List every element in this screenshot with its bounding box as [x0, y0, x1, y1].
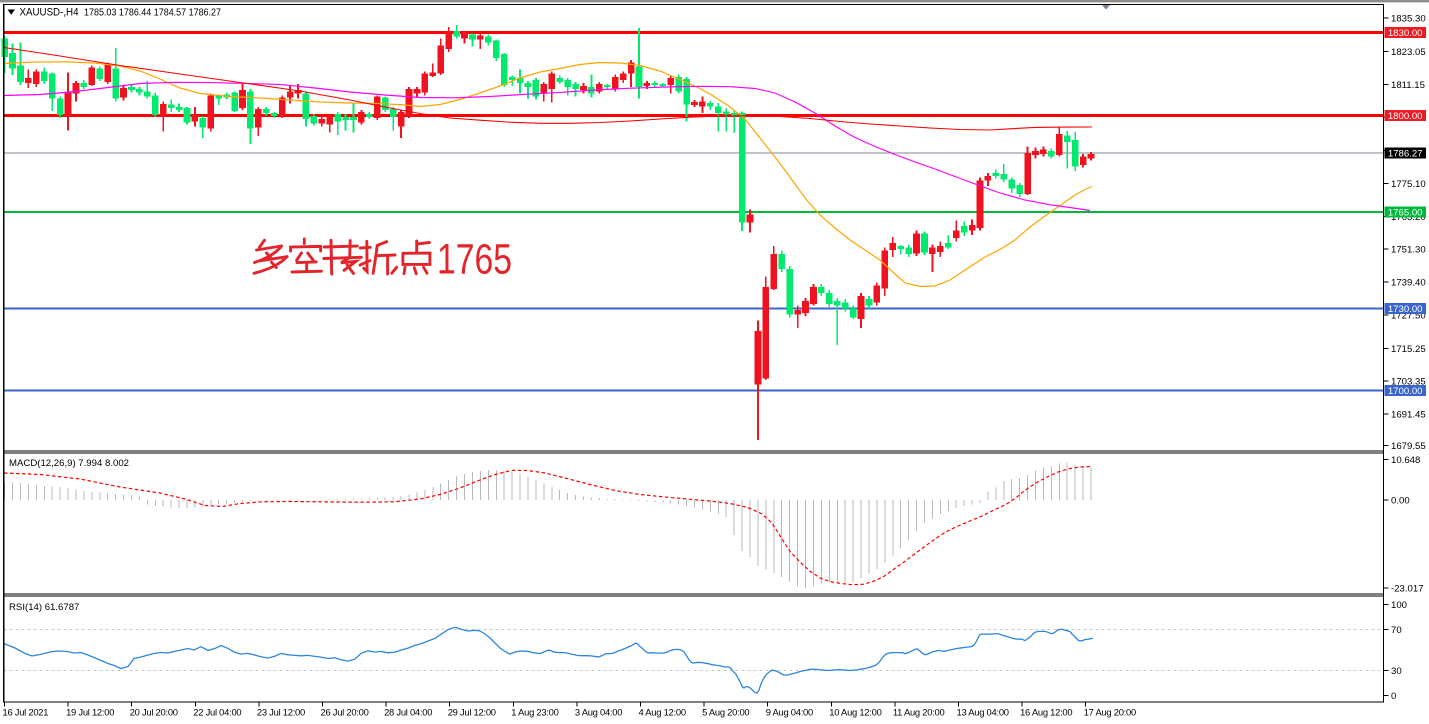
svg-text:20 Jul 20:00: 20 Jul 20:00	[130, 707, 178, 718]
svg-text:26 Jul 20:00: 26 Jul 20:00	[321, 707, 369, 718]
svg-text:28 Jul 04:00: 28 Jul 04:00	[384, 707, 432, 718]
svg-text:22 Jul 04:00: 22 Jul 04:00	[193, 707, 241, 718]
svg-text:1835.30: 1835.30	[1391, 13, 1426, 24]
svg-text:1 Aug 23:00: 1 Aug 23:00	[511, 707, 558, 718]
svg-text:1691.45: 1691.45	[1391, 410, 1426, 421]
svg-text:1679.55: 1679.55	[1391, 441, 1426, 452]
svg-text:1786.27: 1786.27	[1388, 149, 1423, 160]
svg-text:1765.00: 1765.00	[1388, 208, 1423, 219]
svg-text:13 Aug 04:00: 13 Aug 04:00	[957, 707, 1009, 718]
svg-text:4 Aug 12:00: 4 Aug 12:00	[639, 707, 686, 718]
svg-text:11 Aug 20:00: 11 Aug 20:00	[893, 707, 945, 718]
svg-text:100: 100	[1391, 600, 1407, 611]
svg-text:-23.017: -23.017	[1391, 584, 1424, 595]
svg-text:1727.50: 1727.50	[1391, 310, 1426, 321]
svg-text:9 Aug 04:00: 9 Aug 04:00	[766, 707, 813, 718]
svg-text:1800.00: 1800.00	[1388, 111, 1423, 122]
svg-text:0: 0	[1391, 691, 1396, 702]
svg-text:16 Jul 2021: 16 Jul 2021	[3, 707, 49, 718]
svg-text:1765: 1765	[437, 236, 512, 284]
svg-text:MACD(12,26,9) 7.994 8.002: MACD(12,26,9) 7.994 8.002	[9, 458, 129, 469]
svg-text:RSI(14) 61.6787: RSI(14) 61.6787	[9, 602, 79, 613]
svg-text:23 Jul 12:00: 23 Jul 12:00	[257, 707, 305, 718]
svg-text:70: 70	[1391, 625, 1402, 636]
svg-text:1785.03 1786.44 1784.57 1786.2: 1785.03 1786.44 1784.57 1786.27	[84, 8, 221, 19]
svg-text:0.00: 0.00	[1391, 496, 1410, 507]
svg-text:1811.15: 1811.15	[1391, 80, 1425, 91]
svg-text:17 Aug 20:00: 17 Aug 20:00	[1084, 707, 1136, 718]
svg-text:5 Aug 20:00: 5 Aug 20:00	[702, 707, 749, 718]
svg-text:10 Aug 12:00: 10 Aug 12:00	[829, 707, 881, 718]
svg-text:1715.25: 1715.25	[1391, 344, 1426, 355]
svg-text:29 Jul 12:00: 29 Jul 12:00	[448, 707, 496, 718]
svg-text:30: 30	[1391, 666, 1402, 677]
svg-text:1751.30: 1751.30	[1391, 245, 1426, 256]
svg-text:19 Jul 12:00: 19 Jul 12:00	[66, 707, 114, 718]
svg-text:1830.00: 1830.00	[1388, 28, 1423, 39]
svg-text:10.648: 10.648	[1391, 455, 1420, 466]
svg-text:1730.00: 1730.00	[1388, 304, 1423, 315]
svg-text:1703.35: 1703.35	[1391, 377, 1426, 388]
svg-text:1775.10: 1775.10	[1391, 179, 1426, 190]
svg-text:1823.05: 1823.05	[1391, 47, 1426, 58]
svg-text:3 Aug 04:00: 3 Aug 04:00	[575, 707, 622, 718]
svg-text:XAUUSD-,H4: XAUUSD-,H4	[20, 7, 79, 19]
svg-text:1700.00: 1700.00	[1388, 386, 1423, 397]
svg-text:16 Aug 12:00: 16 Aug 12:00	[1020, 707, 1072, 718]
svg-text:1739.40: 1739.40	[1391, 278, 1426, 289]
